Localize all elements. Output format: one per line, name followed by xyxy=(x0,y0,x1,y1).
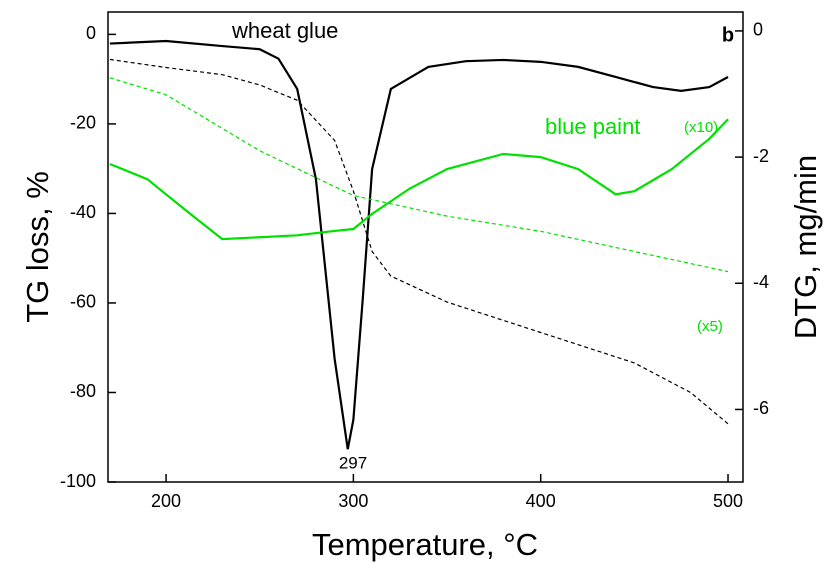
annotation: (x10) xyxy=(684,119,718,136)
annotation: blue paint xyxy=(545,114,640,139)
annotation: 297 xyxy=(339,453,367,472)
y2-tick-label: -6 xyxy=(753,398,769,418)
x-tick-label: 300 xyxy=(338,491,368,511)
y-tick-label: -80 xyxy=(70,381,96,401)
x-tick-label: 500 xyxy=(713,491,743,511)
y2-axis-label: DTG, mg/min xyxy=(788,155,823,339)
x-tick-label: 200 xyxy=(151,491,181,511)
y-tick-label: 0 xyxy=(86,23,96,43)
x-tick-label: 400 xyxy=(526,491,556,511)
series-line xyxy=(109,39,729,450)
series-line xyxy=(109,77,729,273)
y-axis-label: TG loss, % xyxy=(20,171,55,323)
y2-tick-label: -2 xyxy=(753,146,769,166)
plot-frame xyxy=(107,11,744,483)
y-tick-label: -100 xyxy=(60,471,96,491)
y2-tick-label: -4 xyxy=(753,272,769,292)
y-tick-label: -60 xyxy=(70,292,96,312)
annotation: (x5) xyxy=(697,318,723,335)
y2-tick-label: 0 xyxy=(753,20,763,40)
annotation: wheat glue xyxy=(231,18,338,43)
series-line xyxy=(109,58,729,425)
chart-title: b xyxy=(722,24,734,46)
series-line xyxy=(109,118,729,241)
y-tick-label: -40 xyxy=(70,202,96,222)
y-tick-label: -20 xyxy=(70,113,96,133)
x-axis-label: Temperature, °C xyxy=(312,527,538,562)
